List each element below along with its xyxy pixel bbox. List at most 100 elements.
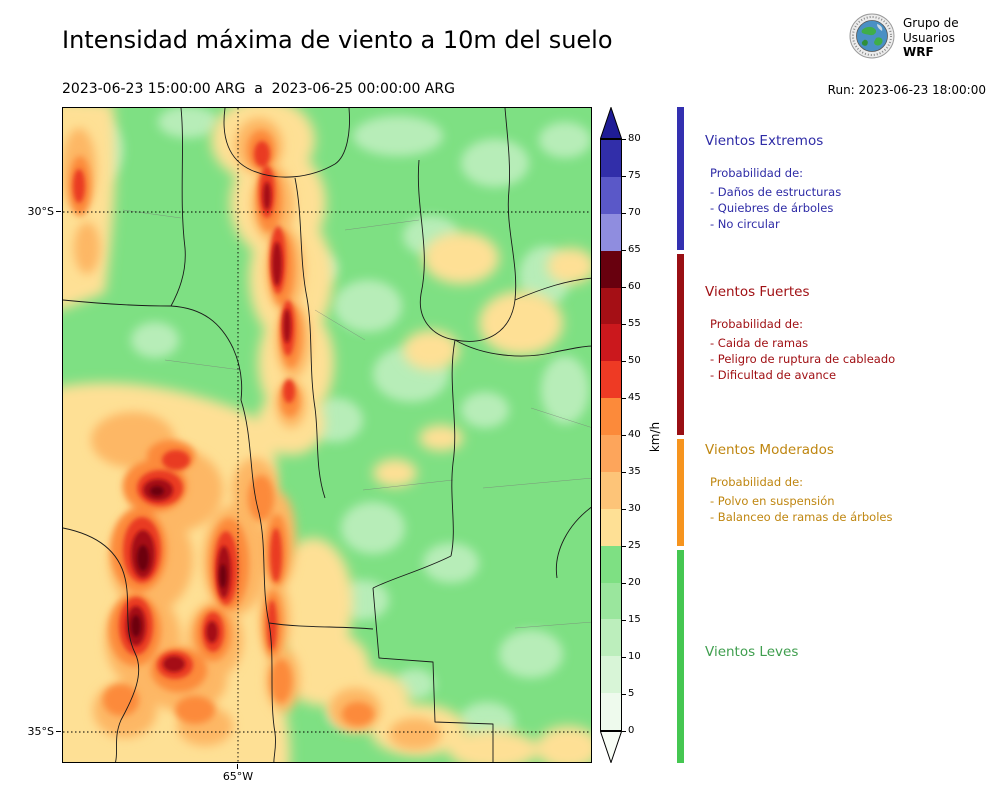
wind-layer-dark-red: [126, 182, 291, 672]
colorbar-tick-label-65: 65: [628, 244, 641, 255]
colorbar-segments: [600, 139, 622, 731]
colorbar-tick-mark: [622, 250, 626, 251]
colorbar-tick-mark: [622, 583, 626, 584]
colorbar-segment-35-40: [601, 435, 621, 472]
lat-tick-35s: [56, 731, 61, 732]
colorbar-tick-label-40: 40: [628, 429, 641, 440]
wrf-logo: Grupo de Usuarios WRF: [848, 12, 959, 64]
category-bar: [677, 107, 684, 763]
colorbar-tick-mark: [622, 324, 626, 325]
logo-text: Grupo de Usuarios WRF: [903, 16, 959, 60]
colorbar-segment-50-55: [601, 324, 621, 362]
logo-line-1: Grupo de: [903, 16, 959, 31]
colorbar-segment-20-25: [601, 545, 621, 583]
colorbar-tick-mark: [622, 509, 626, 510]
lat-tick-30s: [56, 211, 61, 212]
run-label: Run: 2023-06-23 18:00:00: [827, 83, 986, 97]
colorbar-segment-25-30: [601, 508, 621, 546]
colorbar-tick-mark: [622, 398, 626, 399]
colorbar-segment-65-70: [601, 213, 621, 251]
colorbar-tick-label-75: 75: [628, 170, 641, 181]
graticule-lines: [63, 108, 591, 762]
colorbar-tick-label-20: 20: [628, 577, 641, 588]
category-bar-segment-vientos-moderados: [677, 439, 684, 546]
colorbar-tick-label-15: 15: [628, 614, 641, 625]
legend-intro: Probabilidad de:: [710, 475, 804, 489]
legend-item: - Balanceo de ramas de árboles: [710, 510, 893, 524]
colorbar-tick-mark: [622, 731, 626, 732]
colorbar-tick-mark: [622, 657, 626, 658]
colorbar-tick-mark: [622, 287, 626, 288]
legend-item: - Quiebres de árboles: [710, 201, 834, 215]
legend-item: - Peligro de ruptura de cableado: [710, 352, 896, 366]
legend-section-vientos-leves: Vientos Leves: [705, 644, 990, 676]
legend-title: Vientos Extremos: [705, 133, 824, 149]
globe-icon: [848, 12, 896, 64]
lon-tick-65w: [237, 764, 238, 769]
colorbar-tick-label-25: 25: [628, 540, 641, 551]
category-bar-segment-vientos-leves: [677, 550, 684, 763]
category-bar-segment-vientos-fuertes: [677, 254, 684, 435]
colorbar-tick-mark: [622, 694, 626, 695]
colorbar-segment-0-5: [601, 693, 621, 730]
colorbar-tick-mark: [622, 361, 626, 362]
colorbar-tick-mark: [622, 472, 626, 473]
legend-intro: Probabilidad de:: [710, 317, 804, 331]
logo-line-2: Usuarios: [903, 30, 955, 45]
colorbar-segment-15-20: [601, 582, 621, 620]
wind-layer-light-green: [63, 108, 591, 742]
colorbar-segment-70-75: [601, 176, 621, 214]
colorbar-segment-10-15: [601, 619, 621, 657]
wind-layer-extreme-core: [131, 486, 227, 637]
legend-item: - Polvo en suspensión: [710, 494, 835, 508]
colorbar-tick-label-35: 35: [628, 466, 641, 477]
legend-section-vientos-moderados: Vientos Moderados Probabilidad de: - Pol…: [705, 442, 990, 525]
colorbar-tick-label-10: 10: [628, 651, 641, 662]
period-label: 2023-06-23 15:00:00 ARG a 2023-06-25 00:…: [62, 81, 455, 97]
colorbar-segment-40-45: [601, 398, 621, 435]
colorbar-tick-label-0: 0: [628, 725, 635, 736]
colorbar-tick-mark: [622, 176, 626, 177]
colorbar-under-arrow: [600, 731, 622, 763]
legend-title: Vientos Fuertes: [705, 284, 810, 300]
lon-label-65w: 65°W: [222, 770, 254, 783]
lat-label-35s: 35°S: [27, 725, 54, 738]
colorbar-tick-label-55: 55: [628, 318, 641, 329]
colorbar-tick-mark: [622, 620, 626, 621]
wind-intensity-map: [63, 108, 591, 762]
logo-line-3: WRF: [903, 45, 934, 60]
legend-item: - Dificultad de avance: [710, 368, 837, 382]
colorbar-tick-label-5: 5: [628, 688, 635, 699]
colorbar-segment-75-80: [601, 140, 621, 177]
colorbar-tick-label-30: 30: [628, 503, 641, 514]
colorbar-segment-45-50: [601, 361, 621, 399]
colorbar: 80 75 70 65 60 55 50 45 40 35 30 25 20 15 10 5 0: [600, 107, 641, 763]
legend-item: - Daños de estructuras: [710, 185, 842, 199]
colorbar-tick-label-50: 50: [628, 355, 641, 366]
colorbar-over-arrow: [600, 107, 622, 139]
colorbar-tick-mark: [622, 546, 626, 547]
legend-title: Vientos Moderados: [705, 442, 834, 458]
colorbar-unit-label: km/h: [648, 421, 662, 453]
colorbar-segment-5-10: [601, 656, 621, 694]
legend-intro: Probabilidad de:: [710, 166, 804, 180]
minor-boundaries: [122, 209, 591, 629]
legend-section-vientos-fuertes: Vientos Fuertes Probabilidad de: - Caida…: [705, 284, 990, 383]
colorbar-tick-mark: [622, 435, 626, 436]
colorbar-tick-mark: [622, 139, 626, 140]
colorbar-segment-60-65: [601, 250, 621, 288]
page-title: Intensidad máxima de viento a 10m del su…: [62, 26, 613, 54]
colorbar-tick-label-80: 80: [628, 133, 641, 144]
legend-item: - Caida de ramas: [710, 336, 809, 350]
colorbar-segment-55-60: [601, 287, 621, 325]
category-bar-segment-vientos-extremos: [677, 107, 684, 250]
colorbar-tick-label-60: 60: [628, 281, 641, 292]
legend-item: - No circular: [710, 217, 780, 231]
colorbar-tick-label-70: 70: [628, 207, 641, 218]
lat-label-30s: 30°S: [27, 205, 54, 218]
province-boundaries: [63, 108, 591, 762]
legend-title: Vientos Leves: [705, 644, 799, 660]
legend-section-vientos-extremos: Vientos Extremos Probabilidad de: - Daño…: [705, 133, 990, 232]
colorbar-tick-label-45: 45: [628, 392, 641, 403]
